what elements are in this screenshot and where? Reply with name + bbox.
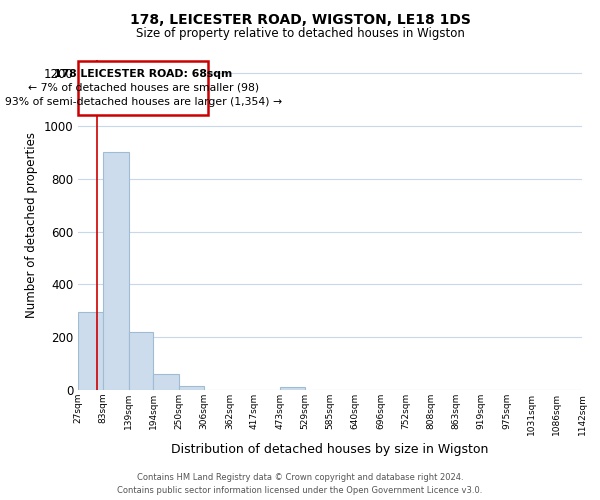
Text: Size of property relative to detached houses in Wigston: Size of property relative to detached ho… bbox=[136, 28, 464, 40]
Bar bbox=[154, 374, 179, 390]
Text: Contains HM Land Registry data © Crown copyright and database right 2024.
Contai: Contains HM Land Registry data © Crown c… bbox=[118, 473, 482, 495]
Text: 93% of semi-detached houses are larger (1,354) →: 93% of semi-detached houses are larger (… bbox=[5, 97, 281, 107]
X-axis label: Distribution of detached houses by size in Wigston: Distribution of detached houses by size … bbox=[172, 443, 488, 456]
Bar bbox=[78, 312, 103, 390]
Bar bbox=[103, 152, 128, 390]
Text: 178 LEICESTER ROAD: 68sqm: 178 LEICESTER ROAD: 68sqm bbox=[54, 69, 232, 79]
Bar bbox=[78, 60, 208, 115]
Bar bbox=[128, 332, 154, 390]
Text: 178, LEICESTER ROAD, WIGSTON, LE18 1DS: 178, LEICESTER ROAD, WIGSTON, LE18 1DS bbox=[130, 12, 470, 26]
Y-axis label: Number of detached properties: Number of detached properties bbox=[25, 132, 38, 318]
Bar bbox=[280, 388, 305, 390]
Bar bbox=[179, 386, 204, 390]
Text: ← 7% of detached houses are smaller (98): ← 7% of detached houses are smaller (98) bbox=[28, 83, 259, 93]
